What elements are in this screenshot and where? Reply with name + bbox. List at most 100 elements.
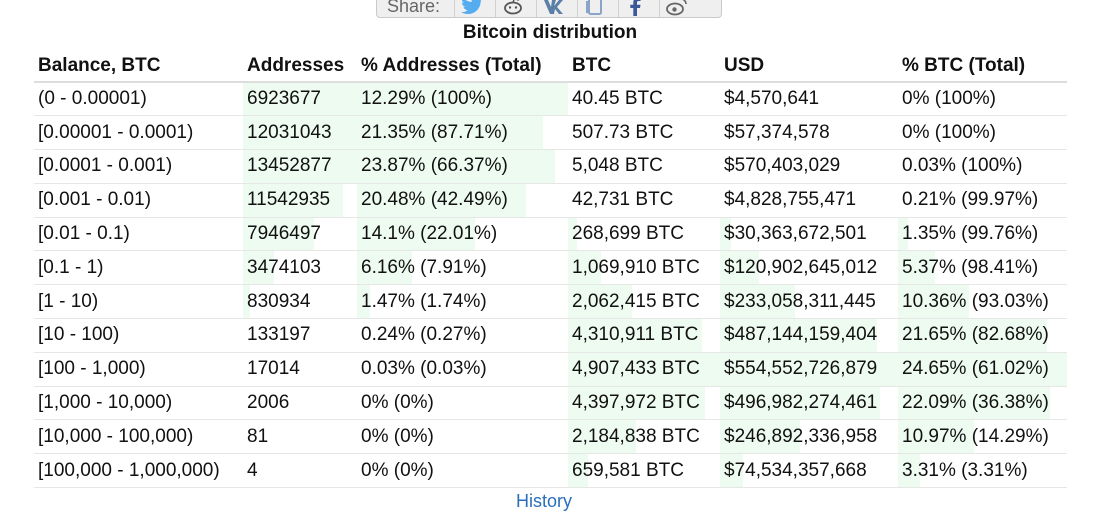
table-row: [100 - 1,000) 17014 0.03% (0.03%) 4,907,433… [34, 352, 1067, 387]
cell-balance-text: [0.01 - 0.1) [38, 223, 130, 245]
history-link[interactable]: History [516, 491, 573, 511]
cell-pct-addresses: 0% (0%) [357, 453, 568, 489]
cell-bar [720, 217, 731, 251]
distribution-table: Balance, BTC Addresses % Addresses (Tota… [34, 50, 1067, 489]
cell-btc-text: 5,048 BTC [572, 155, 663, 177]
cell-bar [720, 454, 744, 488]
cell-usd: $233,058,311,445 [720, 284, 898, 320]
cell-btc: 2,184,838 BTC [568, 419, 720, 455]
cell-bar [568, 285, 632, 319]
cell-bar [243, 83, 357, 116]
cell-addresses-text: 13452877 [247, 155, 332, 177]
cell-pct-btc: 10.97% (14.29%) [898, 419, 1067, 455]
cell-bar [357, 251, 412, 285]
cell-bar [568, 352, 720, 386]
cell-balance-text: [1,000 - 10,000) [38, 392, 173, 414]
cell-pct-addresses-text: 0% (0%) [361, 459, 434, 481]
cell-balance: [100 - 1,000) [34, 352, 243, 387]
cell-bar [898, 217, 909, 251]
cell-pct-btc-text: 10.36% (93.03%) [902, 290, 1049, 312]
cell-addresses: 6923677 [243, 82, 357, 117]
cell-bar [357, 183, 526, 217]
cell-bar [898, 386, 1051, 420]
cell-btc: 268,699 BTC [568, 217, 720, 252]
cell-btc-text: 4,907,433 BTC [572, 358, 700, 380]
cell-btc: 659,581 BTC [568, 453, 720, 489]
cell-pct-addresses: 20.48% (42.49%) [357, 183, 568, 218]
cell-addresses: 3474103 [243, 250, 357, 286]
cell-addresses: 7946497 [243, 217, 357, 252]
cell-usd-text: $246,892,336,958 [724, 425, 878, 447]
cell-addresses: 17014 [243, 352, 357, 387]
cell-bar [720, 386, 881, 420]
cell-btc: 4,310,911 BTC [568, 318, 720, 353]
cell-bar [357, 285, 370, 319]
facebook-share-button[interactable] [618, 0, 653, 17]
cell-usd-text: $554,552,726,879 [724, 358, 878, 380]
cell-pct-btc-text: 0% (100%) [902, 121, 996, 143]
table-row: [0.01 - 0.1) 7946497 14.1% (22.01%) 268,699… [34, 217, 1067, 252]
cell-addresses: 4 [243, 453, 357, 489]
cell-balance: [0.00001 - 0.0001) [34, 115, 243, 151]
cell-bar [568, 386, 705, 420]
cell-pct-addresses-text: 20.48% (42.49%) [361, 189, 508, 211]
cell-addresses: 81 [243, 419, 357, 455]
cell-balance: [100,000 - 1,000,000) [34, 453, 243, 489]
header-pct-addresses: % Addresses (Total) [357, 50, 568, 83]
cell-pct-btc: 24.65% (61.02%) [898, 352, 1067, 387]
cell-balance: [0.01 - 0.1) [34, 217, 243, 252]
cell-pct-btc: 22.09% (36.38%) [898, 386, 1067, 421]
cell-btc-text: 1,069,910 BTC [572, 256, 700, 278]
cell-pct-addresses-text: 1.47% (1.74%) [361, 290, 487, 312]
table-row: [10 - 100) 133197 0.24% (0.27%) 4,310,911 B… [34, 318, 1067, 353]
cell-btc-text: 268,699 BTC [572, 223, 684, 245]
cell-usd-text: $570,403,029 [724, 155, 841, 177]
cell-balance-text: [1 - 10) [38, 290, 99, 312]
reddit-share-button[interactable] [495, 0, 530, 17]
header-usd: USD [720, 50, 898, 83]
cell-bar [898, 285, 969, 319]
cell-pct-btc: 0% (100%) [898, 82, 1067, 117]
cell-bar [243, 183, 344, 217]
cell-usd: $74,534,357,668 [720, 453, 898, 489]
cell-pct-addresses-text: 0.24% (0.27%) [361, 324, 487, 346]
cell-addresses-text: 6923677 [247, 88, 321, 110]
cell-usd: $570,403,029 [720, 149, 898, 184]
cell-pct-addresses-text: 23.87% (66.37%) [361, 155, 508, 177]
cell-balance-text: [100,000 - 1,000,000) [38, 459, 220, 481]
twitter-icon [461, 0, 482, 14]
cell-bar [568, 319, 702, 352]
cell-bar [243, 116, 357, 150]
cell-pct-addresses-text: 14.1% (22.01%) [361, 223, 498, 245]
cell-usd-text: $57,374,578 [724, 121, 830, 143]
cell-balance: [0.001 - 0.01) [34, 183, 243, 218]
cell-pct-addresses-text: 0% (0%) [361, 425, 434, 447]
cell-bar [720, 285, 795, 319]
cell-bar [720, 352, 898, 386]
cell-addresses-text: 830934 [247, 290, 311, 312]
cell-bar [898, 251, 936, 285]
table-body: (0 - 0.00001) 6923677 12.29% (100%) 40.45 B… [34, 82, 1067, 489]
cell-pct-addresses: 21.35% (87.71%) [357, 115, 568, 151]
cell-btc-text: 40.45 BTC [572, 88, 663, 110]
cell-balance-text: (0 - 0.00001) [38, 88, 147, 110]
cell-pct-btc-text: 0.21% (99.97%) [902, 189, 1039, 211]
cell-btc: 42,731 BTC [568, 183, 720, 218]
weibo-share-button[interactable] [659, 0, 694, 17]
cell-bar [720, 420, 801, 454]
cell-bar [898, 319, 1047, 352]
twitter-share-button[interactable] [454, 0, 489, 17]
cell-balance: [0.0001 - 0.001) [34, 149, 243, 184]
cell-pct-addresses: 0% (0%) [357, 419, 568, 455]
cell-pct-addresses: 1.47% (1.74%) [357, 284, 568, 320]
cell-btc-text: 4,310,911 BTC [572, 324, 699, 346]
vk-share-button[interactable] [536, 0, 571, 17]
copy-share-button[interactable] [577, 0, 612, 17]
cell-bar [243, 251, 274, 285]
cell-btc: 40.45 BTC [568, 82, 720, 117]
cell-addresses-text: 7946497 [247, 223, 321, 245]
header-balance: Balance, BTC [34, 50, 243, 83]
table-row: [1 - 10) 830934 1.47% (1.74%) 2,062,415 BTC… [34, 284, 1067, 320]
reddit-icon [504, 0, 522, 15]
cell-bar [357, 83, 568, 116]
